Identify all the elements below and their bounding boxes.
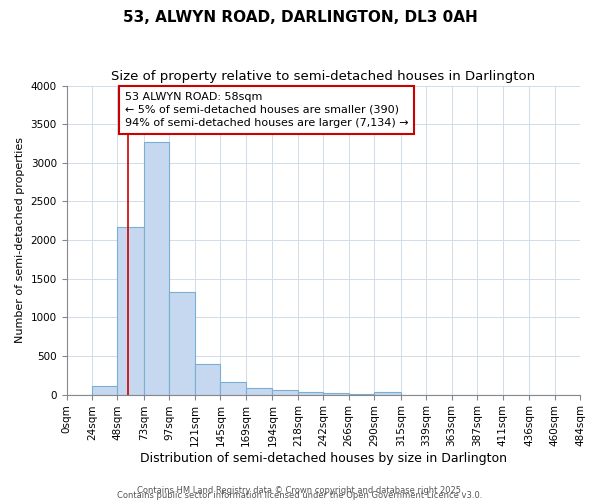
Bar	[374, 392, 401, 394]
Bar	[246, 388, 272, 394]
Text: 53, ALWYN ROAD, DARLINGTON, DL3 0AH: 53, ALWYN ROAD, DARLINGTON, DL3 0AH	[122, 10, 478, 25]
Bar	[298, 392, 323, 394]
Text: Contains HM Land Registry data © Crown copyright and database right 2025.: Contains HM Land Registry data © Crown c…	[137, 486, 463, 495]
Bar	[323, 393, 349, 394]
Y-axis label: Number of semi-detached properties: Number of semi-detached properties	[15, 137, 25, 343]
X-axis label: Distribution of semi-detached houses by size in Darlington: Distribution of semi-detached houses by …	[140, 452, 507, 465]
Bar	[118, 226, 144, 394]
Bar	[220, 382, 246, 394]
Bar	[169, 292, 195, 394]
Bar	[195, 364, 220, 394]
Text: 53 ALWYN ROAD: 58sqm
← 5% of semi-detached houses are smaller (390)
94% of semi-: 53 ALWYN ROAD: 58sqm ← 5% of semi-detach…	[125, 92, 409, 128]
Bar	[92, 386, 118, 394]
Text: Contains public sector information licensed under the Open Government Licence v3: Contains public sector information licen…	[118, 491, 482, 500]
Title: Size of property relative to semi-detached houses in Darlington: Size of property relative to semi-detach…	[111, 70, 535, 83]
Bar	[144, 142, 169, 395]
Bar	[272, 390, 298, 394]
